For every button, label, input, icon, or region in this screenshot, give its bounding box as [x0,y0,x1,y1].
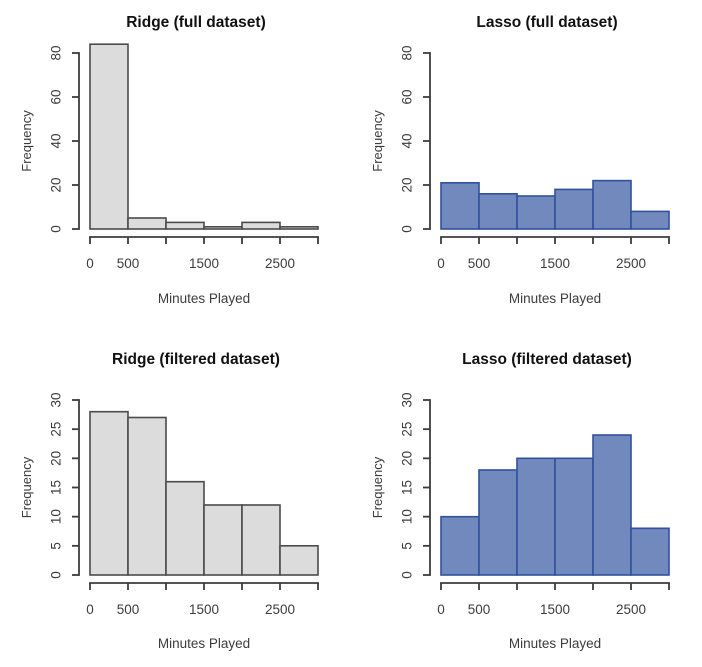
y-tick-label: 10 [400,509,415,524]
histogram-svg: 0 5 10 15 20 25 30 0 500 1500 2500 Frequency Minutes… [370,351,670,651]
x-tick-label: 1500 [189,602,219,617]
x-tick-label: 0 [437,256,445,271]
y-axis-label: Frequency [370,110,385,172]
chart-title: Ridge (full dataset) [126,14,266,31]
chart-title: Ridge (filtered dataset) [112,351,280,368]
x-tick-label: 1500 [540,256,570,271]
x-tick-label: 2500 [616,602,646,617]
x-tick-label: 2500 [616,256,646,271]
x-tick-label: 500 [117,256,140,271]
x-tick-label: 0 [86,256,94,271]
histogram-bar [630,527,670,576]
y-tick-label: 0 [400,571,415,579]
histogram-bar [554,188,594,230]
histogram-svg: 0 20 40 60 80 0 500 1500 2500 Frequency Minutes Pl… [370,14,670,306]
panel-lasso-full-dataset: 0 20 40 60 80 0 500 1500 2500 Frequency Minutes Pl… [351,0,702,333]
histogram-bar [165,221,205,230]
y-tick-label: 25 [49,422,64,437]
histogram-bar [440,515,480,576]
y-tick-label: 10 [49,509,64,524]
histogram-bar [203,504,243,576]
y-axis-label: Frequency [370,456,385,518]
y-tick-label: 30 [400,392,415,407]
y-tick-label: 80 [400,45,415,60]
y-tick-label: 0 [49,225,64,233]
x-axis-label: Minutes Played [158,291,250,306]
histogram-bar [478,469,518,576]
x-axis-label: Minutes Played [509,291,601,306]
y-tick-label: 5 [400,542,415,550]
histogram-bar [89,410,129,576]
x-tick-label: 0 [437,602,445,617]
histogram-bar [241,221,281,230]
x-tick-label: 500 [468,256,491,271]
histogram-bar [440,182,480,230]
y-axis-label: Frequency [19,456,34,518]
chart-title: Lasso (filtered dataset) [462,351,632,368]
y-tick-label: 15 [49,480,64,495]
panel-ridge-filtered-dataset: 0 5 10 15 20 25 30 0 500 1500 2500 Frequency Minutes… [0,333,351,667]
x-tick-label: 0 [86,602,94,617]
y-tick-label: 20 [49,451,64,466]
histogram-bar [203,226,243,230]
y-tick-label: 40 [400,133,415,148]
histogram-bar [592,434,632,576]
y-tick-label: 15 [400,480,415,495]
x-tick-label: 500 [468,602,491,617]
histogram-svg: 0 5 10 15 20 25 30 0 500 1500 2500 Frequency Minutes… [19,351,319,651]
histogram-bar [89,43,129,230]
histogram-bar [279,226,319,230]
histogram-bar [554,457,594,576]
y-tick-label: 60 [400,89,415,104]
y-tick-label: 80 [49,45,64,60]
histogram-svg: 0 20 40 60 80 0 500 1500 2500 Frequency Minutes Pl… [19,14,319,306]
y-tick-label: 40 [49,133,64,148]
x-tick-label: 1500 [540,602,570,617]
y-tick-label: 0 [400,225,415,233]
y-tick-label: 5 [49,542,64,550]
x-axis-label: Minutes Played [158,636,250,651]
panel-ridge-full-dataset: 0 20 40 60 80 0 500 1500 2500 Frequency Minutes Pl… [0,0,351,333]
histogram-bar [630,210,670,230]
histogram-bar [592,179,632,230]
histogram-bar [516,457,556,576]
histogram-bar [241,504,281,576]
x-tick-label: 500 [117,602,140,617]
histogram-bar [478,193,518,230]
x-tick-label: 1500 [189,256,219,271]
y-axis-label: Frequency [19,110,34,172]
histogram-bar [127,217,167,230]
y-tick-label: 0 [49,571,64,579]
y-tick-label: 20 [400,451,415,466]
y-tick-label: 20 [49,177,64,192]
histogram-bar [279,545,319,576]
x-tick-label: 2500 [265,256,295,271]
y-tick-label: 25 [400,422,415,437]
histogram-bar [516,195,556,230]
x-axis-label: Minutes Played [509,636,601,651]
histogram-bar [127,416,167,576]
histogram-bar [165,480,205,576]
x-tick-label: 2500 [265,602,295,617]
panel-lasso-filtered-dataset: 0 5 10 15 20 25 30 0 500 1500 2500 Frequency Minutes… [351,333,702,667]
y-tick-label: 20 [400,177,415,192]
chart-title: Lasso (full dataset) [476,14,617,31]
y-tick-label: 60 [49,89,64,104]
y-tick-label: 30 [49,392,64,407]
